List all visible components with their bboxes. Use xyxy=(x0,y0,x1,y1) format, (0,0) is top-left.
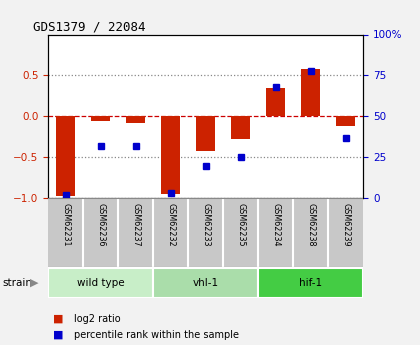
Text: GSM62235: GSM62235 xyxy=(236,203,245,247)
Bar xyxy=(126,117,145,123)
Text: percentile rank within the sample: percentile rank within the sample xyxy=(74,330,239,339)
Text: GDS1379 / 22084: GDS1379 / 22084 xyxy=(33,20,145,33)
Text: strain: strain xyxy=(2,278,32,288)
Text: GSM62232: GSM62232 xyxy=(166,203,175,247)
Text: vhl-1: vhl-1 xyxy=(193,278,219,288)
Bar xyxy=(231,117,250,139)
Text: GSM62231: GSM62231 xyxy=(61,203,70,247)
Bar xyxy=(266,88,286,117)
Bar xyxy=(336,117,355,126)
Text: GSM62239: GSM62239 xyxy=(341,203,350,247)
Bar xyxy=(161,117,181,194)
Bar xyxy=(258,268,363,298)
Text: GSM62236: GSM62236 xyxy=(96,203,105,247)
Text: ▶: ▶ xyxy=(30,278,39,288)
Bar xyxy=(56,117,76,196)
Text: ■: ■ xyxy=(52,314,63,324)
Bar xyxy=(48,268,153,298)
Text: log2 ratio: log2 ratio xyxy=(74,314,120,324)
Bar xyxy=(153,268,258,298)
Bar xyxy=(91,117,110,120)
Text: GSM62238: GSM62238 xyxy=(306,203,315,247)
Bar xyxy=(301,69,320,117)
Text: GSM62233: GSM62233 xyxy=(201,203,210,247)
Text: GSM62237: GSM62237 xyxy=(131,203,140,247)
Text: GSM62234: GSM62234 xyxy=(271,203,280,247)
Text: ■: ■ xyxy=(52,330,63,339)
Text: hif-1: hif-1 xyxy=(299,278,323,288)
Bar xyxy=(196,117,215,151)
Text: wild type: wild type xyxy=(77,278,125,288)
